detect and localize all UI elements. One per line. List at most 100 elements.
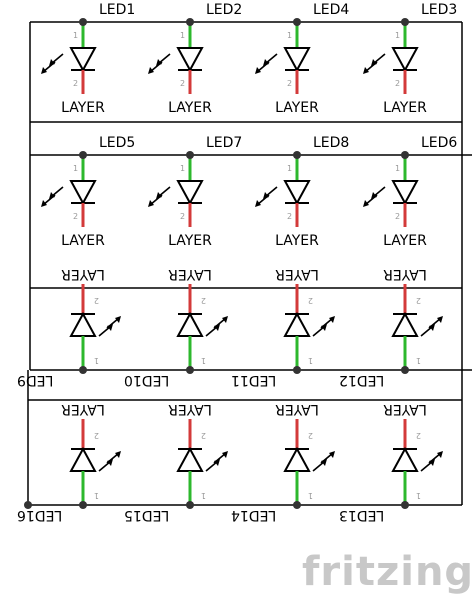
pin-label-cathode: 2 bbox=[287, 79, 292, 88]
diode-triangle bbox=[69, 180, 97, 206]
led-label: LED11 bbox=[231, 372, 276, 388]
light-arrows-icon bbox=[98, 451, 121, 472]
pin-label-anode: 1 bbox=[287, 164, 292, 173]
light-arrows-icon bbox=[205, 316, 228, 337]
diode-triangle bbox=[391, 446, 419, 472]
led-led8: 1 2 LAYER LED8 bbox=[255, 135, 349, 249]
layer-label: LAYER bbox=[275, 100, 319, 116]
pin-label-anode: 1 bbox=[180, 164, 185, 173]
led-led12: 2 1 LAYER LED12 bbox=[339, 266, 443, 388]
pin-label-cathode: 2 bbox=[201, 431, 206, 440]
led-label: LED9 bbox=[17, 372, 53, 388]
pin-label-anode: 1 bbox=[180, 31, 185, 40]
fritzing-logo: fritzing bbox=[302, 549, 474, 595]
junction-dot bbox=[24, 501, 32, 509]
pin-label-anode: 1 bbox=[416, 356, 421, 365]
layer-label: LAYER bbox=[168, 401, 212, 417]
layer-label: LAYER bbox=[168, 266, 212, 282]
light-arrows-icon bbox=[41, 186, 64, 207]
layer-label: LAYER bbox=[383, 266, 427, 282]
led-label: LED7 bbox=[206, 135, 242, 151]
pin-label-cathode: 2 bbox=[180, 79, 185, 88]
light-arrows-icon bbox=[205, 451, 228, 472]
pin-label-cathode: 2 bbox=[73, 79, 78, 88]
pin-label-cathode: 2 bbox=[416, 296, 421, 305]
led-label: LED5 bbox=[99, 135, 135, 151]
junction-dot bbox=[186, 18, 194, 26]
layer-label: LAYER bbox=[383, 100, 427, 116]
diode-triangle bbox=[69, 446, 97, 472]
diode-triangle bbox=[176, 180, 204, 206]
led-led10: 2 1 LAYER LED10 bbox=[124, 266, 228, 388]
led-label: LED10 bbox=[124, 372, 169, 388]
diode-triangle bbox=[391, 47, 419, 73]
led-label: LED8 bbox=[313, 135, 349, 151]
pin-label-cathode: 2 bbox=[416, 431, 421, 440]
light-arrows-icon bbox=[420, 451, 443, 472]
led-led1: 1 2 LAYER LED1 bbox=[41, 2, 135, 116]
light-arrows-icon bbox=[312, 451, 335, 472]
led-label: LED16 bbox=[17, 507, 62, 523]
led-led7: 1 2 LAYER LED7 bbox=[148, 135, 242, 249]
pin-label-cathode: 2 bbox=[308, 431, 313, 440]
junction-dot bbox=[79, 151, 87, 159]
junction-dot bbox=[401, 366, 409, 374]
led-led4: 1 2 LAYER LED4 bbox=[255, 2, 349, 116]
junction-dot bbox=[401, 151, 409, 159]
layer-label: LAYER bbox=[275, 401, 319, 417]
led-label: LED1 bbox=[99, 2, 135, 18]
diode-triangle bbox=[391, 180, 419, 206]
pin-label-anode: 1 bbox=[395, 31, 400, 40]
layer-label: LAYER bbox=[275, 233, 319, 249]
led-led2: 1 2 LAYER LED2 bbox=[148, 2, 242, 116]
pin-label-anode: 1 bbox=[308, 491, 313, 500]
led-label: LED14 bbox=[231, 507, 276, 523]
led-label: LED12 bbox=[339, 372, 384, 388]
light-arrows-icon bbox=[363, 186, 386, 207]
light-arrows-icon bbox=[41, 53, 64, 74]
diode-triangle bbox=[391, 311, 419, 337]
junction-dot bbox=[79, 501, 87, 509]
junction-dot bbox=[79, 18, 87, 26]
led-label: LED2 bbox=[206, 2, 242, 18]
pin-label-cathode: 2 bbox=[94, 296, 99, 305]
diode-triangle bbox=[176, 446, 204, 472]
pin-label-cathode: 2 bbox=[94, 431, 99, 440]
junction-dot bbox=[293, 151, 301, 159]
pin-label-cathode: 2 bbox=[201, 296, 206, 305]
pin-label-anode: 1 bbox=[201, 356, 206, 365]
led-led3: 1 2 LAYER LED3 bbox=[363, 2, 457, 116]
layer-label: LAYER bbox=[275, 266, 319, 282]
diode-triangle bbox=[283, 311, 311, 337]
led-led14: 2 1 LAYER LED14 bbox=[231, 401, 335, 523]
led-led15: 2 1 LAYER LED15 bbox=[124, 401, 228, 523]
pin-label-cathode: 2 bbox=[395, 212, 400, 221]
layer-label: LAYER bbox=[383, 401, 427, 417]
pin-label-anode: 1 bbox=[201, 491, 206, 500]
pin-label-anode: 1 bbox=[73, 164, 78, 173]
light-arrows-icon bbox=[255, 186, 278, 207]
led-layer: 12LAYERLED112LAYERLED212LAYERLED412LAYER… bbox=[17, 2, 458, 523]
diode-triangle bbox=[69, 311, 97, 337]
led-label: LED6 bbox=[421, 135, 457, 151]
pin-label-cathode: 2 bbox=[308, 296, 313, 305]
led-label: LED3 bbox=[421, 2, 457, 18]
light-arrows-icon bbox=[255, 53, 278, 74]
junction-dot bbox=[186, 151, 194, 159]
diode-triangle bbox=[176, 311, 204, 337]
pin-label-cathode: 2 bbox=[180, 212, 185, 221]
led-label: LED4 bbox=[313, 2, 349, 18]
diode-triangle bbox=[283, 180, 311, 206]
led-led13: 2 1 LAYER LED13 bbox=[339, 401, 443, 523]
led-led9: 2 1 LAYER LED9 bbox=[17, 266, 121, 388]
led-led11: 2 1 LAYER LED11 bbox=[231, 266, 335, 388]
led-label: LED15 bbox=[124, 507, 169, 523]
pin-label-anode: 1 bbox=[94, 356, 99, 365]
layer-label: LAYER bbox=[168, 100, 212, 116]
pin-label-anode: 1 bbox=[416, 491, 421, 500]
layer-label: LAYER bbox=[61, 100, 105, 116]
pin-label-cathode: 2 bbox=[73, 212, 78, 221]
light-arrows-icon bbox=[363, 53, 386, 74]
light-arrows-icon bbox=[312, 316, 335, 337]
